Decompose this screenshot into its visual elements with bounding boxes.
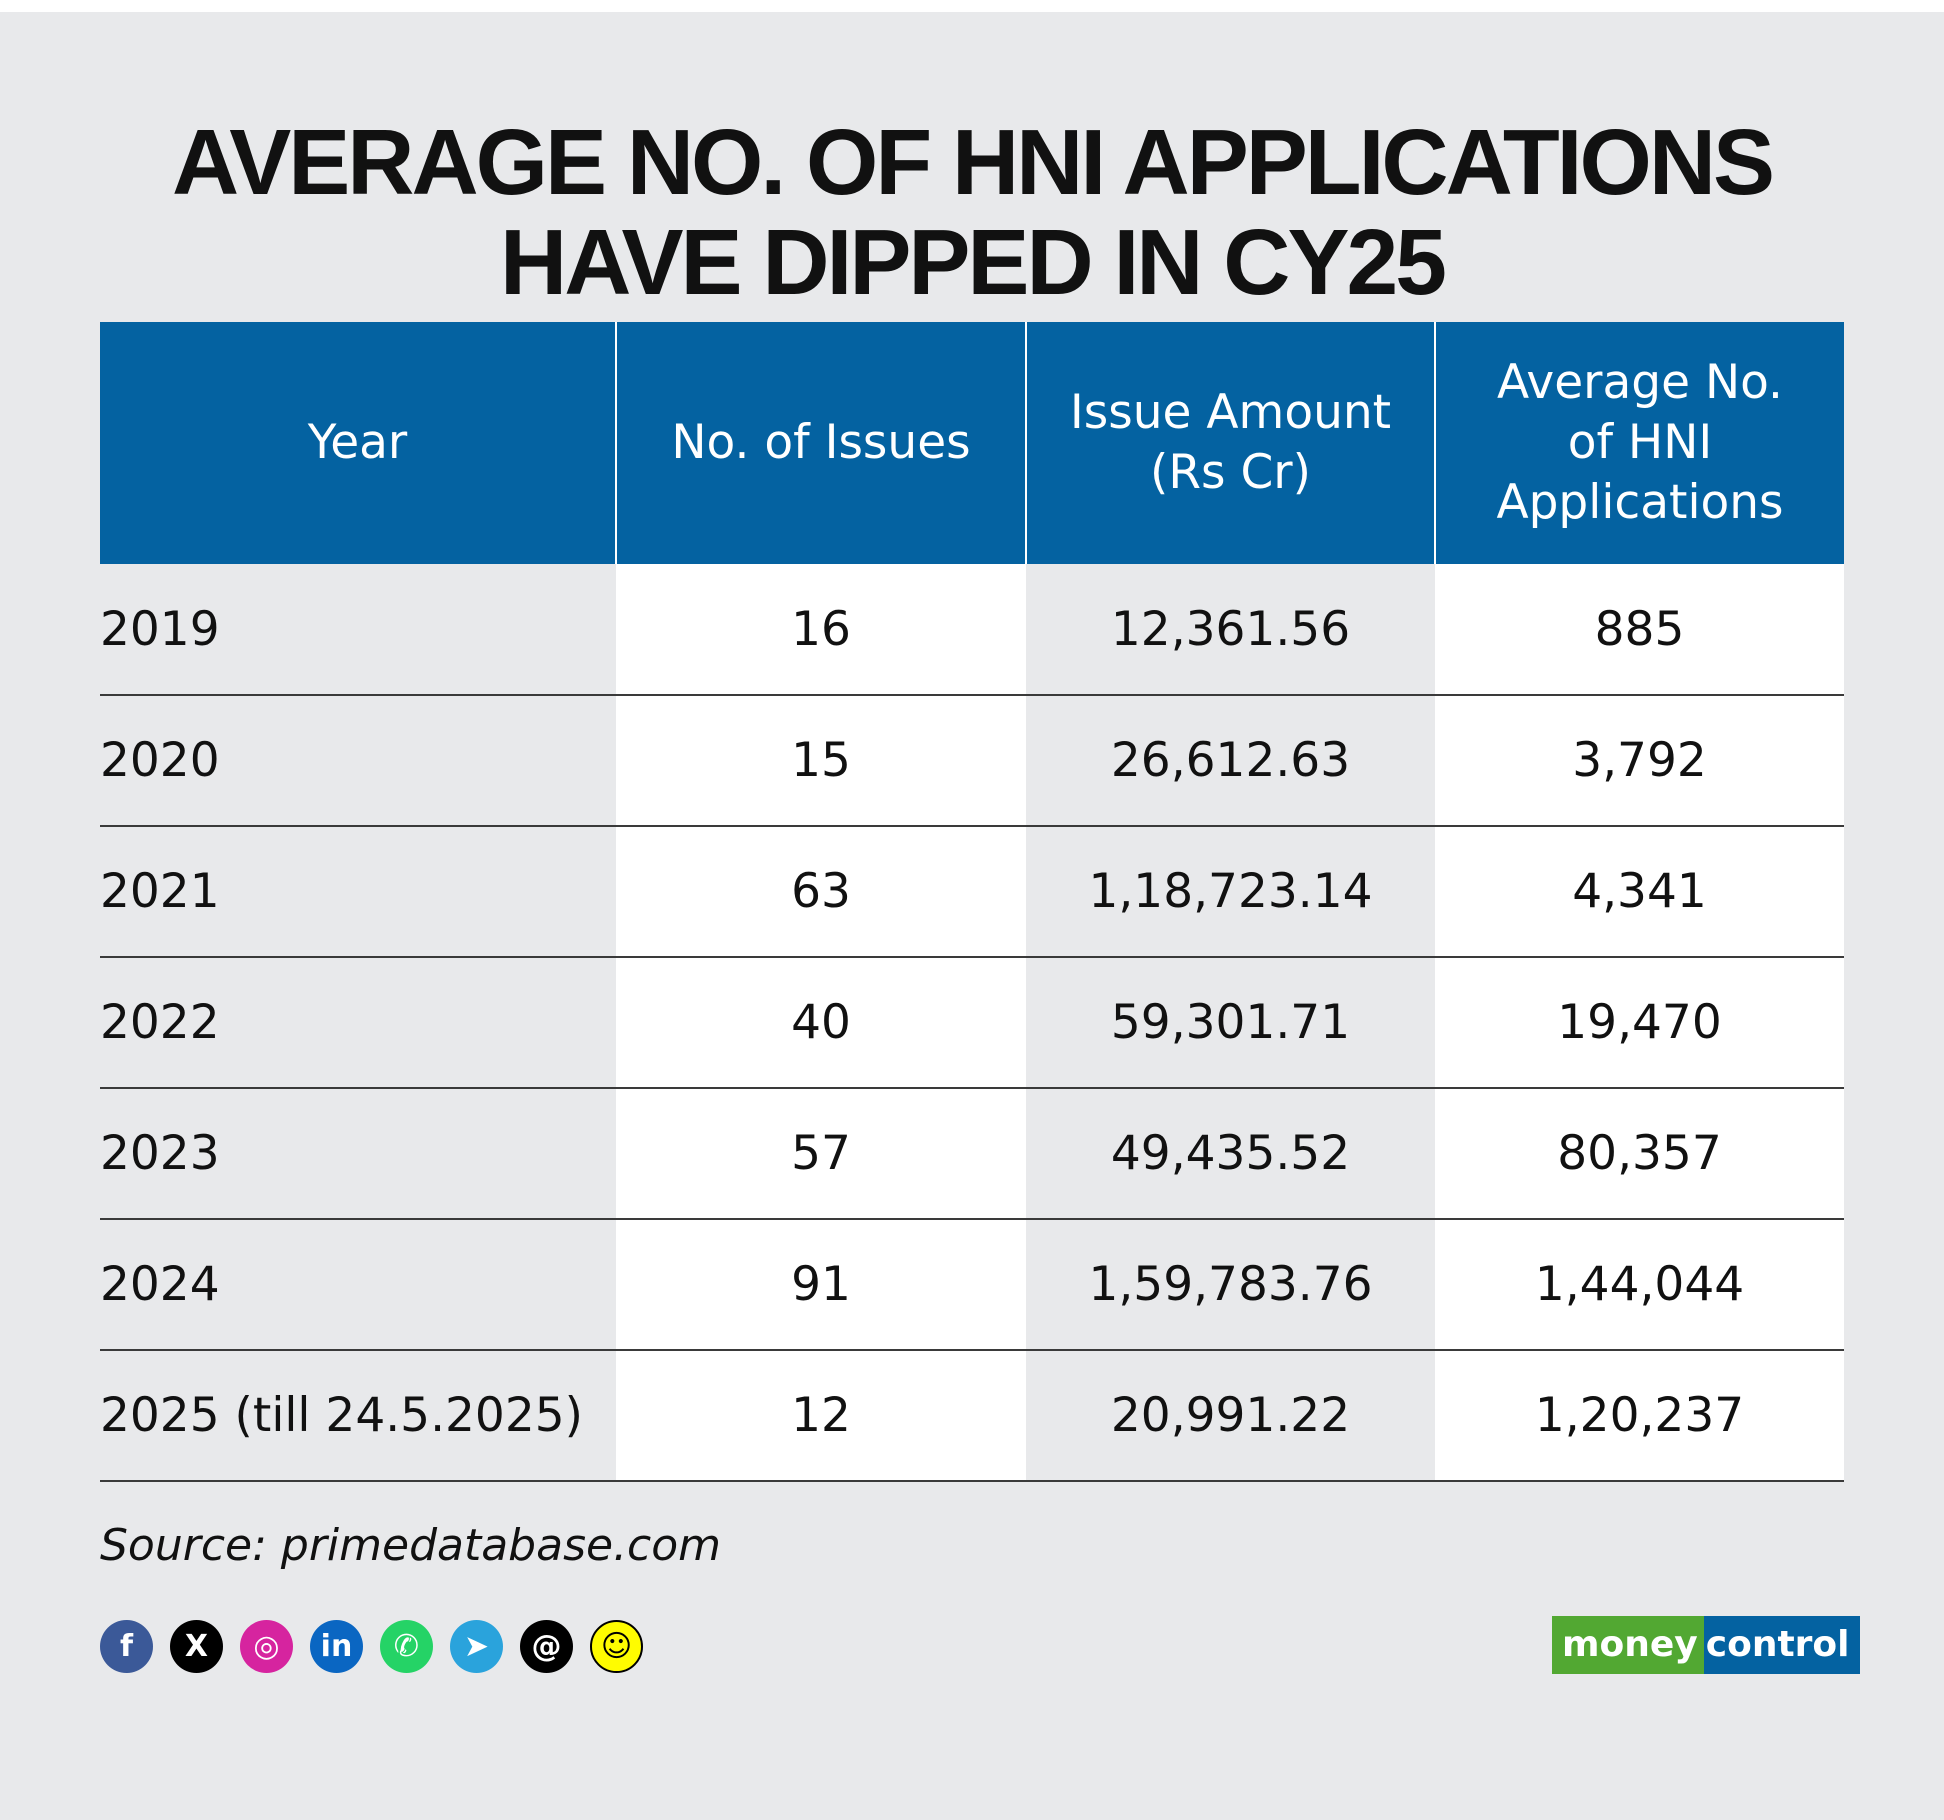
logo-money: money xyxy=(1552,1616,1704,1674)
cell-issues: 15 xyxy=(616,695,1026,827)
header-row: Year No. of Issues Issue Amount (Rs Cr) … xyxy=(100,322,1844,564)
header-amount-line2: (Rs Cr) xyxy=(1150,445,1311,500)
linkedin-icon: in xyxy=(310,1620,363,1673)
facebook-icon-glyph: f xyxy=(119,1629,134,1664)
cell-year: 2022 xyxy=(100,957,616,1089)
cell-amount: 12,361.56 xyxy=(1026,564,1435,696)
table-row: 2023 57 49,435.52 80,357 xyxy=(100,1088,1844,1220)
cell-hni-applications: 1,44,044 xyxy=(1435,1219,1844,1351)
cell-amount: 49,435.52 xyxy=(1026,1088,1435,1220)
cell-amount: 26,612.63 xyxy=(1026,695,1435,827)
header-amount: Issue Amount (Rs Cr) xyxy=(1025,322,1435,564)
cell-issues: 16 xyxy=(616,564,1026,696)
x-icon: X xyxy=(170,1620,223,1673)
cell-amount: 1,18,723.14 xyxy=(1026,826,1435,958)
snapchat-icon: ☺ xyxy=(590,1620,643,1673)
cell-issues: 63 xyxy=(616,826,1026,958)
cell-issues: 40 xyxy=(616,957,1026,1089)
table-row: 2021 63 1,18,723.14 4,341 xyxy=(100,826,1844,958)
threads-icon-glyph: @ xyxy=(531,1629,562,1664)
title-line-1: AVERAGE NO. OF HNI APPLICATIONS xyxy=(171,110,1775,214)
cell-hni-applications: 1,20,237 xyxy=(1435,1350,1844,1482)
table-row: 2022 40 59,301.71 19,470 xyxy=(100,957,1844,1089)
telegram-icon: ➤ xyxy=(450,1620,503,1673)
header-hni-line2: of HNI xyxy=(1567,415,1713,470)
cell-year: 2021 xyxy=(100,826,616,958)
cell-hni-applications: 19,470 xyxy=(1435,957,1844,1089)
cell-year: 2025 (till 24.5.2025) xyxy=(100,1350,616,1482)
source-note: Source: primedatabase.com xyxy=(100,1520,722,1571)
header-amount-line1: Issue Amount xyxy=(1069,385,1392,440)
cell-hni-applications: 885 xyxy=(1435,564,1844,696)
header-hni-line3: Applications xyxy=(1496,475,1784,530)
cell-issues: 91 xyxy=(616,1219,1026,1351)
header-hni-line1: Average No. xyxy=(1497,355,1783,410)
table-row: 2019 16 12,361.56 885 xyxy=(100,564,1844,696)
cell-year: 2020 xyxy=(100,695,616,827)
title-line-2: HAVE DIPPED IN CY25 xyxy=(500,210,1447,314)
cell-hni-applications: 80,357 xyxy=(1435,1088,1844,1220)
data-table: Year No. of Issues Issue Amount (Rs Cr) … xyxy=(100,322,1844,1482)
cell-issues: 57 xyxy=(616,1088,1026,1220)
cell-year: 2023 xyxy=(100,1088,616,1220)
chart-title: AVERAGE NO. OF HNI APPLICATIONS HAVE DIP… xyxy=(100,112,1844,312)
instagram-icon: ◎ xyxy=(240,1620,293,1673)
threads-icon: @ xyxy=(520,1620,573,1673)
cell-amount: 59,301.71 xyxy=(1026,957,1435,1089)
cell-issues: 12 xyxy=(616,1350,1026,1482)
logo-control: control xyxy=(1703,1616,1860,1674)
whatsapp-icon-glyph: ✆ xyxy=(393,1629,420,1664)
cell-amount: 1,59,783.76 xyxy=(1026,1219,1435,1351)
linkedin-icon-glyph: in xyxy=(320,1629,353,1664)
header-year: Year xyxy=(100,322,616,564)
whatsapp-icon: ✆ xyxy=(380,1620,433,1673)
cell-amount: 20,991.22 xyxy=(1026,1350,1435,1482)
moneycontrol-logo: money control xyxy=(1552,1616,1860,1674)
x-icon-glyph: X xyxy=(184,1629,209,1664)
table-row: 2024 91 1,59,783.76 1,44,044 xyxy=(100,1219,1844,1351)
table-row: 2020 15 26,612.63 3,792 xyxy=(100,695,1844,827)
cell-year: 2019 xyxy=(100,564,616,696)
social-icons: f X ◎ in ✆ ➤ @ ☺ xyxy=(100,1620,643,1674)
table-row: 2025 (till 24.5.2025) 12 20,991.22 1,20,237 xyxy=(100,1350,1844,1482)
cell-year: 2024 xyxy=(100,1219,616,1351)
header-hni-applications: Average No. of HNI Applications xyxy=(1434,322,1844,564)
telegram-icon-glyph: ➤ xyxy=(463,1629,490,1664)
instagram-icon-glyph: ◎ xyxy=(253,1629,280,1664)
cell-hni-applications: 4,341 xyxy=(1435,826,1844,958)
header-issues: No. of Issues xyxy=(615,322,1026,564)
facebook-icon: f xyxy=(100,1620,153,1673)
cell-hni-applications: 3,792 xyxy=(1435,695,1844,827)
table-body: 2019 16 12,361.56 885 2020 15 26,612.63 3,792 20… xyxy=(100,564,1844,1482)
snapchat-icon-glyph: ☺ xyxy=(600,1629,633,1664)
